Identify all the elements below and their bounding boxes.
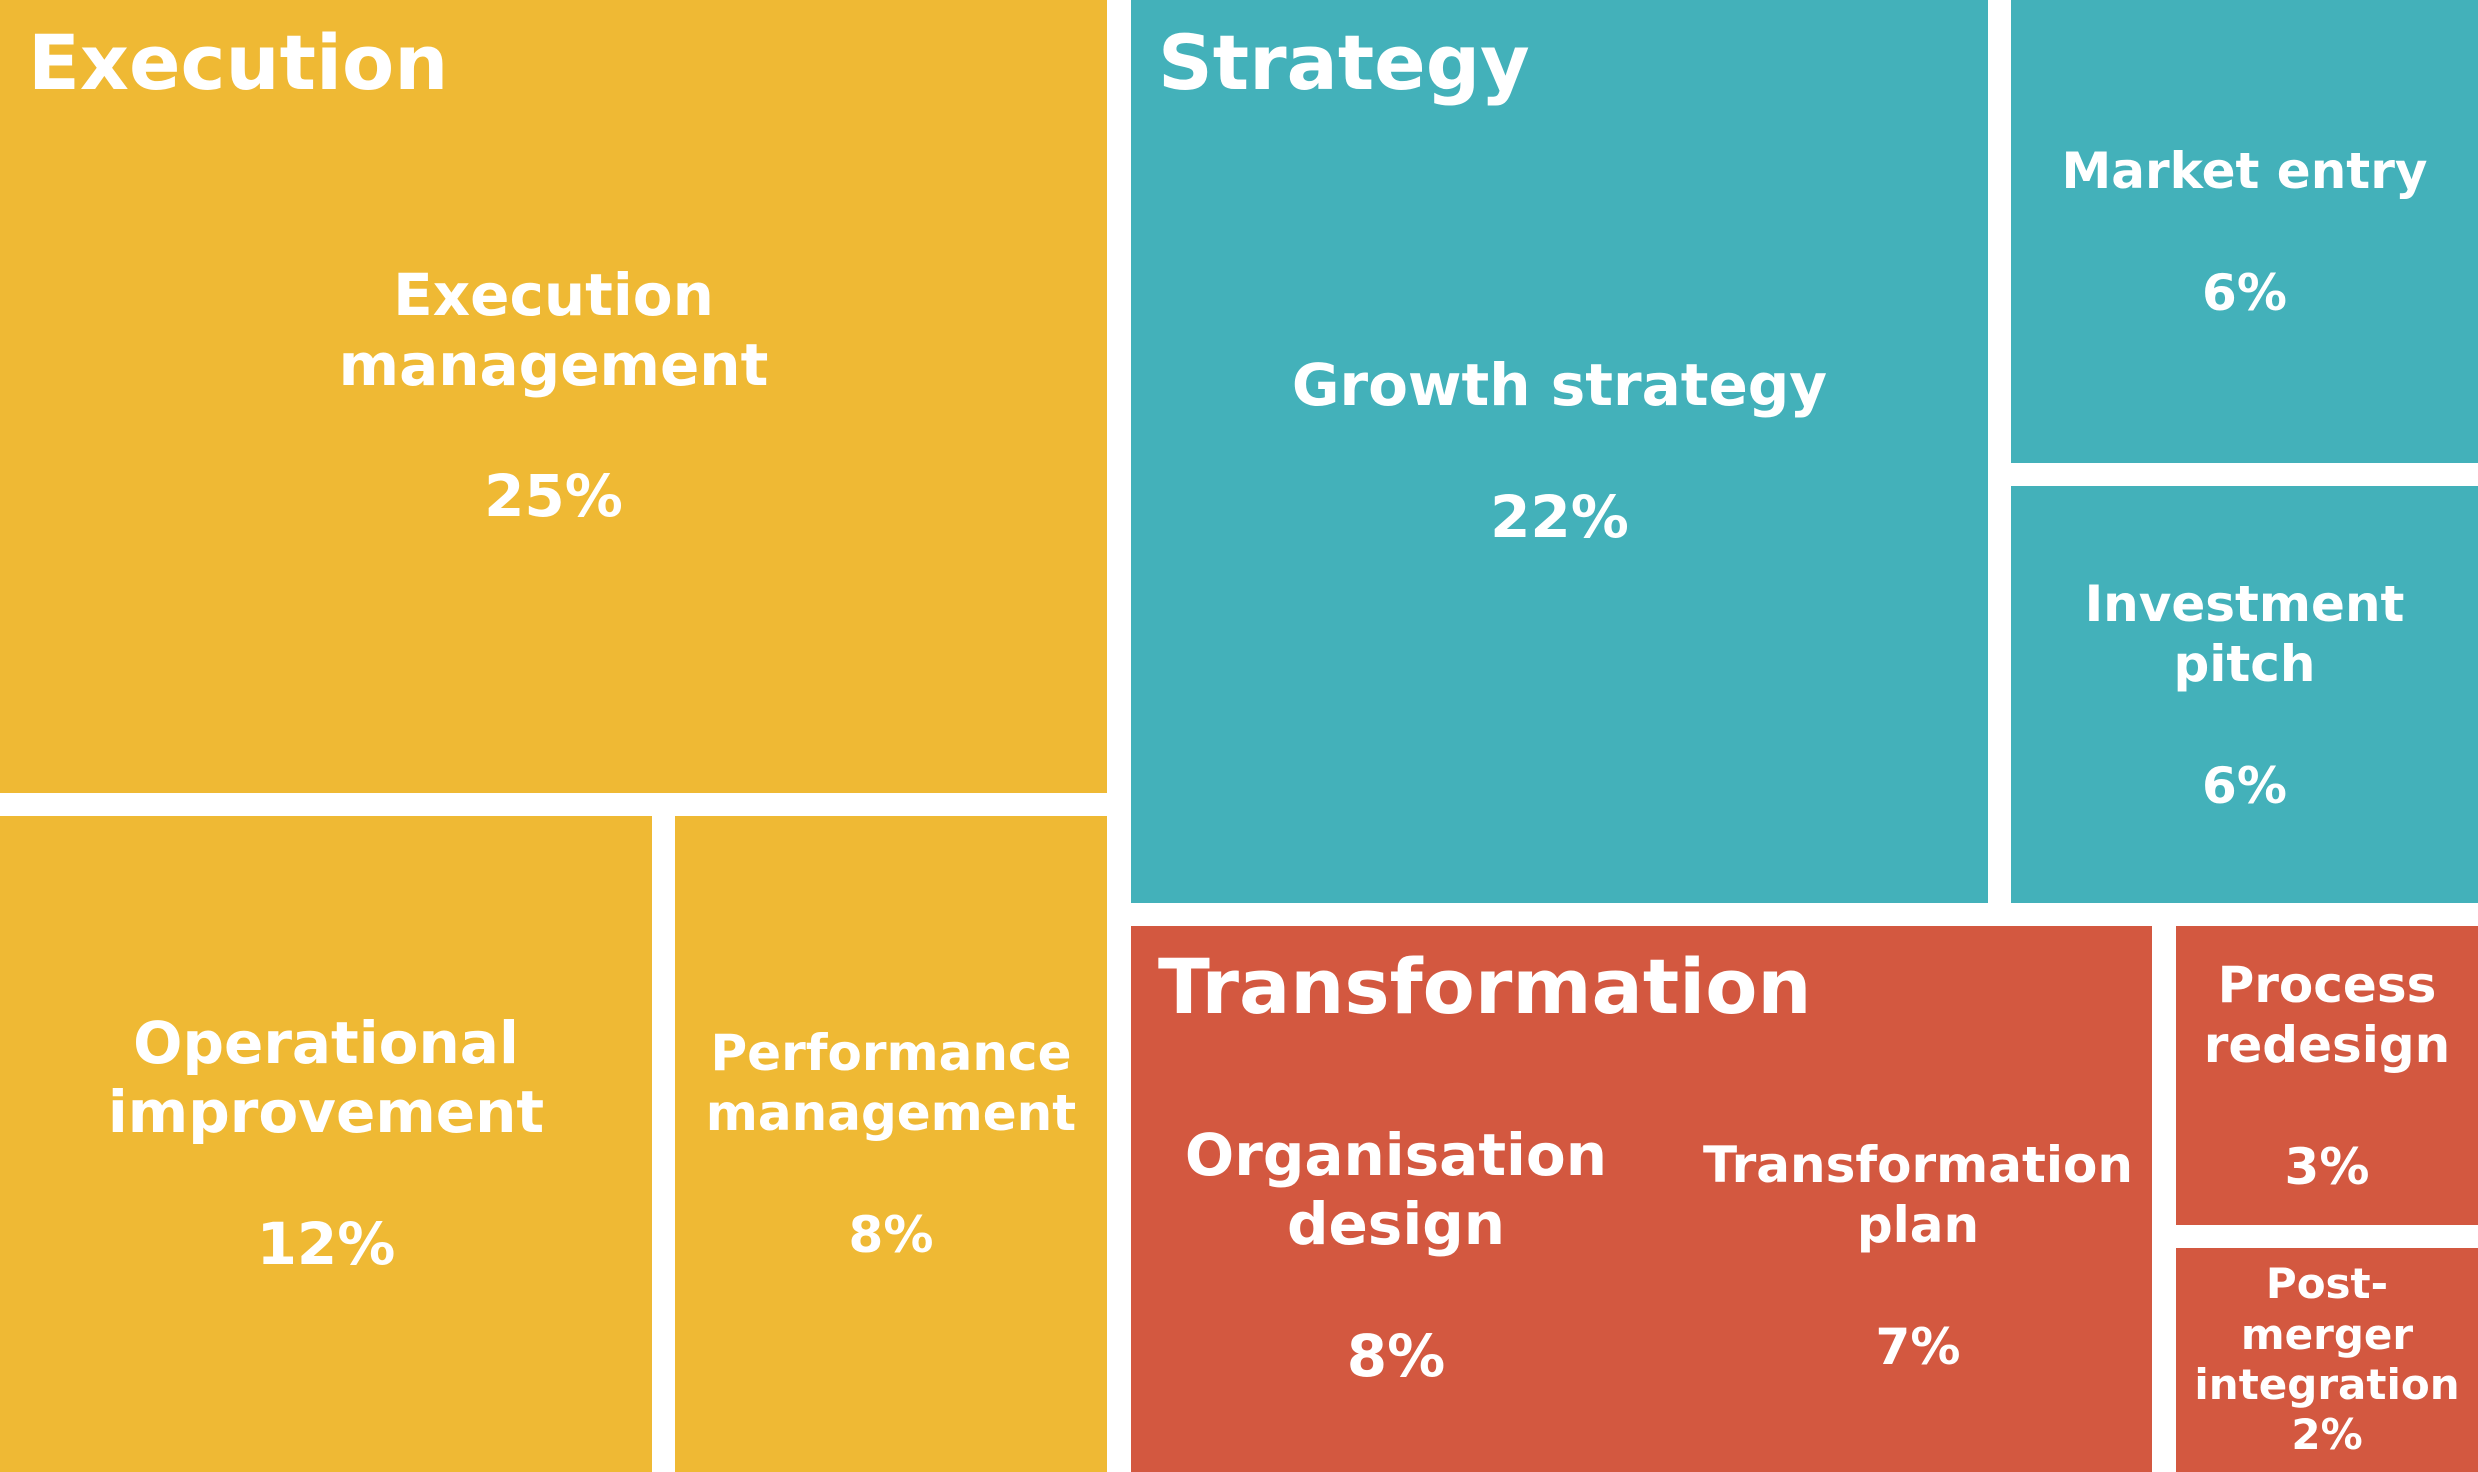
tile-label: Investment pitch [2084, 574, 2405, 693]
tile-value-label: 22% [1490, 482, 1629, 551]
tile-label: Execution management [338, 261, 769, 399]
tile-value-label: 6% [2202, 263, 2287, 322]
tile-value-label: 3% [2284, 1137, 2370, 1196]
tile-label: Process redesign [2203, 955, 2451, 1074]
tile-label: Market entry [2061, 141, 2428, 200]
tile-label: Organisation design [1184, 1120, 1608, 1259]
tile-label: Transformation plan [1703, 1136, 2133, 1254]
tile-value-label: 2% [2291, 1410, 2363, 1460]
group-title-execution: Execution [28, 18, 449, 107]
treemap-tile-investment-pitch: Investment pitch 6% [2011, 486, 2478, 903]
treemap-tile-performance-management: Performance management 8% [675, 816, 1107, 1472]
tile-label: Growth strategy [1291, 350, 1828, 419]
tile-value-label: 25% [484, 462, 623, 531]
treemap-tile-market-entry: Market entry 6% [2011, 0, 2478, 463]
treemap-tile-post-merger-integration: Post-merger integration 2% [2176, 1248, 2478, 1472]
tile-label: Performance management [705, 1024, 1077, 1142]
tile-value-label: 6% [2202, 756, 2287, 815]
tile-label: Post-merger integration [2194, 1259, 2460, 1409]
tile-value-label: 12% [256, 1209, 396, 1278]
treemap-tile-organisation-design: Organisation design 8% [1131, 1040, 1661, 1472]
treemap-tile-transformation-plan: Transformation plan 7% [1684, 1040, 2152, 1472]
group-title-strategy: Strategy [1158, 18, 1530, 107]
treemap-tile-process-redesign: Process redesign 3% [2176, 926, 2478, 1225]
tile-label: Operational improvement [107, 1008, 545, 1147]
treemap-tile-growth-strategy: Growth strategy 22% [1131, 0, 1988, 903]
tile-value-label: 8% [1346, 1321, 1446, 1390]
group-title-transformation: Transformation [1158, 942, 1812, 1031]
treemap-tile-operational-improvement: Operational improvement 12% [0, 816, 652, 1472]
tile-value-label: 7% [1875, 1318, 1961, 1376]
tile-value-label: 8% [848, 1206, 934, 1264]
treemap-tile-execution-management: Execution management 25% [0, 0, 1107, 793]
